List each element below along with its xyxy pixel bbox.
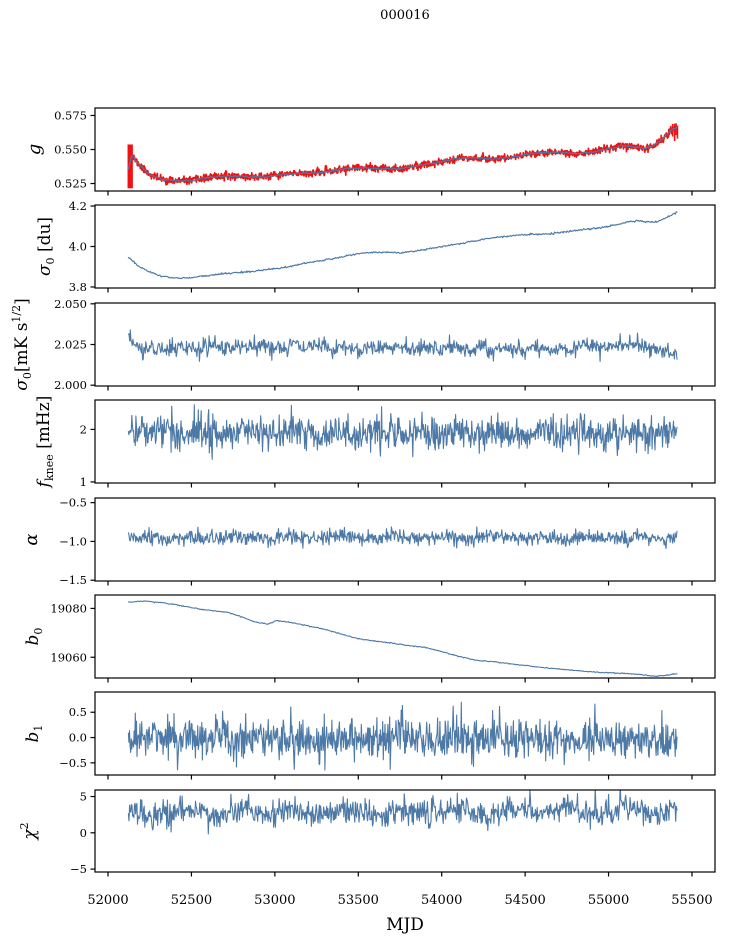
panel-chi2: 5 0 −5 χ2: [18, 789, 716, 877]
ytick-label: 0.550: [54, 143, 87, 157]
axes-spines-sigma0_du: [94, 204, 716, 289]
panel-sigma0_mK: 2.050 2.025 2.000 σ0[mK s1/2]: [10, 297, 716, 392]
series-gain-data: [127, 125, 678, 186]
ylabel-segment: [du]: [35, 217, 55, 258]
series-b1-line: [127, 701, 678, 771]
ytick-label: −1.0: [59, 534, 87, 548]
ytick-label: −1.5: [59, 573, 87, 587]
ylabel-segment: α: [21, 533, 42, 545]
panel-plot-area-f_knee: [127, 404, 678, 460]
ylabel-segment: 1/2: [10, 305, 23, 323]
series-sigma0-mk-line: [127, 329, 678, 363]
xtick-label: 54000: [421, 893, 462, 908]
ytick-label: −0.5: [59, 756, 87, 770]
panel-plot-area-b0: [127, 600, 678, 677]
ylabel-sigma0_mK: σ0[mK s1/2]: [10, 298, 34, 391]
ytick-label: −5: [70, 862, 87, 876]
ylabel-segment: knee: [43, 454, 56, 481]
ylabel-segment: [mHz]: [34, 396, 54, 455]
ylabel-sigma0_du: σ0 [du]: [35, 217, 57, 276]
ylabel-segment: 0: [21, 372, 34, 379]
ytick-label: 0.575: [54, 108, 87, 122]
ytick-label: 4.0: [69, 240, 87, 254]
ylabel-segment: 2: [18, 822, 31, 829]
ytick-label: 0.5: [69, 705, 87, 719]
ytick-label: 0.0: [69, 731, 87, 745]
panel-alpha: −0.5 −1.0 −1.5 α: [21, 496, 716, 587]
panel-g: 0.575 0.550 0.525 g: [24, 107, 716, 196]
ytick-label: 2.050: [54, 297, 87, 311]
ytick-label: 19060: [50, 650, 87, 664]
axes-spines-chi2: [94, 789, 716, 873]
ylabel-segment: g: [24, 144, 45, 156]
ylabel-segment: σ: [35, 264, 55, 276]
ylabel-segment: b: [23, 635, 43, 646]
ytick-label: 4.2: [69, 199, 87, 213]
axes-spines-b1: [94, 691, 716, 776]
ytick-label: 3.8: [69, 280, 87, 294]
series-sigma0-du-line: [127, 211, 678, 280]
ytick-label: −0.5: [59, 496, 87, 510]
ytick-label: 2.000: [54, 378, 87, 392]
series-b0-line: [127, 600, 678, 677]
panel-b0: 19080 19060 b0: [23, 594, 716, 683]
xtick-label: 53500: [338, 893, 379, 908]
panel-plot-area-g: [127, 123, 679, 189]
ytick-label: 2.025: [54, 338, 87, 352]
panel-plot-area-chi2: [127, 790, 678, 835]
xtick-label: 55000: [588, 893, 629, 908]
xtick-label: 53000: [254, 893, 295, 908]
panel-sigma0_du: 4.2 4.0 3.8 σ0 [du]: [35, 199, 716, 294]
xtick-label: 55500: [671, 893, 712, 908]
ylabel-segment: 1: [32, 725, 45, 732]
series-gain-smooth: [127, 126, 678, 183]
ytick-label: 1: [80, 475, 87, 489]
ylabel-segment: 0: [32, 628, 45, 635]
ytick-label: 19080: [50, 601, 87, 615]
xtick-label: 54500: [504, 893, 545, 908]
panel-plot-area-sigma0_du: [127, 211, 678, 280]
series-fknee-line: [127, 404, 678, 460]
ylabel-segment: [mK s: [12, 323, 32, 373]
ylabel-segment: f: [34, 478, 54, 489]
panel-plot-area-alpha: [127, 526, 678, 549]
ylabel-chi2: χ2: [18, 822, 40, 840]
panel-plot-area-b1: [127, 701, 678, 771]
panel-f_knee: 2 1 fknee [mHz]: [34, 396, 716, 490]
xtick-label: 52000: [87, 893, 128, 908]
xtick-label: 52500: [171, 893, 212, 908]
series-chi2-line: [127, 790, 678, 835]
ylabel-g: g: [24, 144, 45, 156]
panel-b1: 0.5 0.0 −0.5 b1: [23, 691, 716, 780]
series-alpha-line: [127, 526, 678, 549]
ylabel-segment: χ: [20, 828, 40, 841]
axes-spines-f_knee: [94, 399, 716, 484]
ylabel-f_knee: fknee [mHz]: [34, 396, 56, 490]
x-axis: 52000 52500 53000 53500 54000 54500 55000 55500…: [87, 893, 712, 935]
ylabel-segment: σ: [12, 379, 32, 391]
panel-plot-area-sigma0_mK: [127, 329, 678, 363]
data-spike-band-0: [127, 144, 133, 189]
ylabel-segment: ]: [12, 298, 32, 305]
ytick-label: 5: [80, 790, 87, 804]
ylabel-alpha: α: [21, 533, 42, 545]
ylabel-b1: b1: [23, 725, 45, 743]
figure-title: 000016: [380, 8, 430, 23]
axes-spines-b0: [94, 594, 716, 679]
ylabel-segment: 0: [44, 257, 57, 264]
ylabel-segment: b: [23, 732, 43, 743]
axes-spines-alpha: [94, 497, 716, 582]
ytick-label: 0.525: [54, 177, 87, 191]
ytick-label: 2: [80, 422, 87, 436]
ytick-label: 0: [80, 826, 87, 840]
xaxis-title: MJD: [386, 915, 424, 935]
ylabel-b0: b0: [23, 628, 45, 646]
